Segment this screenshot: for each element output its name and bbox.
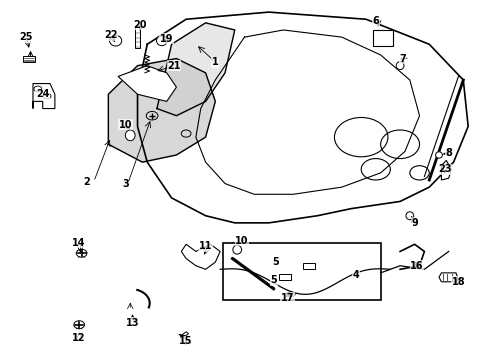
Polygon shape — [181, 244, 220, 269]
Text: 23: 23 — [437, 164, 450, 174]
Bar — [278, 274, 290, 280]
Ellipse shape — [405, 212, 413, 220]
Ellipse shape — [74, 321, 84, 329]
Text: 15: 15 — [179, 337, 192, 346]
Text: 1: 1 — [211, 57, 218, 67]
Text: 24: 24 — [36, 89, 49, 99]
Ellipse shape — [109, 35, 122, 46]
Polygon shape — [33, 84, 55, 109]
Text: 22: 22 — [104, 30, 117, 40]
Text: 16: 16 — [409, 261, 423, 271]
Text: 17: 17 — [280, 293, 293, 303]
Ellipse shape — [125, 130, 135, 141]
Ellipse shape — [435, 152, 442, 158]
Text: 5: 5 — [270, 275, 277, 285]
Polygon shape — [179, 332, 188, 336]
Ellipse shape — [395, 62, 403, 69]
Text: 11: 11 — [199, 241, 212, 251]
Polygon shape — [157, 23, 234, 116]
Text: 5: 5 — [272, 257, 279, 267]
Text: 2: 2 — [83, 177, 90, 187]
Text: 8: 8 — [445, 148, 451, 158]
Text: 6: 6 — [372, 16, 378, 26]
Text: 20: 20 — [133, 19, 146, 30]
Polygon shape — [441, 160, 450, 180]
Text: 3: 3 — [122, 179, 128, 189]
Text: 10: 10 — [119, 120, 132, 130]
Text: 21: 21 — [167, 61, 181, 71]
Text: 7: 7 — [398, 54, 405, 64]
Text: 25: 25 — [19, 32, 32, 42]
Text: 14: 14 — [72, 238, 86, 248]
Ellipse shape — [156, 36, 167, 46]
Text: 18: 18 — [451, 277, 464, 287]
Text: 19: 19 — [160, 34, 173, 44]
Text: 13: 13 — [126, 318, 139, 328]
Ellipse shape — [76, 249, 87, 257]
Polygon shape — [438, 273, 458, 282]
Bar — [222, 243, 380, 300]
Text: 9: 9 — [410, 218, 417, 228]
Text: 10: 10 — [235, 236, 248, 246]
Bar — [372, 30, 392, 46]
Polygon shape — [137, 12, 467, 223]
Bar — [302, 263, 314, 269]
Ellipse shape — [232, 245, 241, 254]
Ellipse shape — [286, 292, 294, 296]
Polygon shape — [118, 66, 176, 102]
Polygon shape — [108, 59, 215, 162]
Text: 4: 4 — [352, 270, 359, 280]
Bar — [23, 56, 35, 62]
Text: 12: 12 — [71, 333, 85, 343]
Polygon shape — [135, 26, 140, 48]
